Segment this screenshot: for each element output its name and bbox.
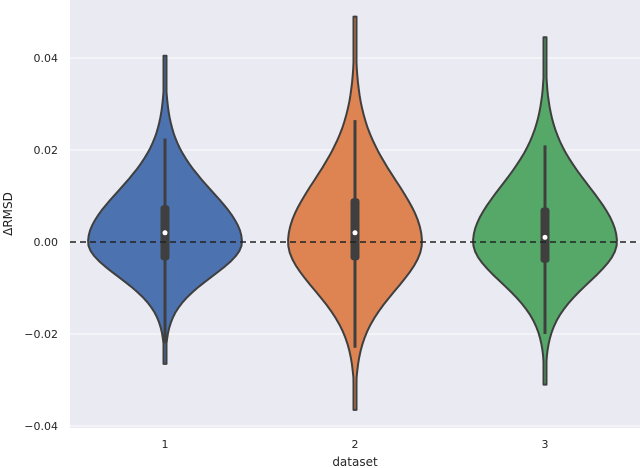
y-axis-label: ΔRMSD <box>1 192 15 236</box>
violin-1 <box>87 54 243 365</box>
x-tick-label: 3 <box>542 438 549 451</box>
y-tick-label: −0.04 <box>24 420 58 433</box>
x-tick-label: 2 <box>352 438 359 451</box>
y-tick-label: 0.04 <box>34 52 59 65</box>
median-marker <box>352 230 358 236</box>
median-marker <box>542 234 548 240</box>
median-marker <box>162 230 168 236</box>
y-tick-label: 0.00 <box>34 236 59 249</box>
y-tick-label: −0.02 <box>24 328 58 341</box>
y-axis-ticks: −0.04 −0.02 0.00 0.02 0.04 <box>24 52 58 433</box>
x-axis-ticks: 1 2 3 <box>162 438 549 451</box>
x-axis-label: dataset <box>332 455 378 468</box>
x-tick-label: 1 <box>162 438 169 451</box>
violin-2 <box>287 15 423 411</box>
iqr-box <box>350 198 360 261</box>
violins <box>87 15 618 411</box>
violin-3 <box>472 36 618 386</box>
y-tick-label: 0.02 <box>34 144 59 157</box>
